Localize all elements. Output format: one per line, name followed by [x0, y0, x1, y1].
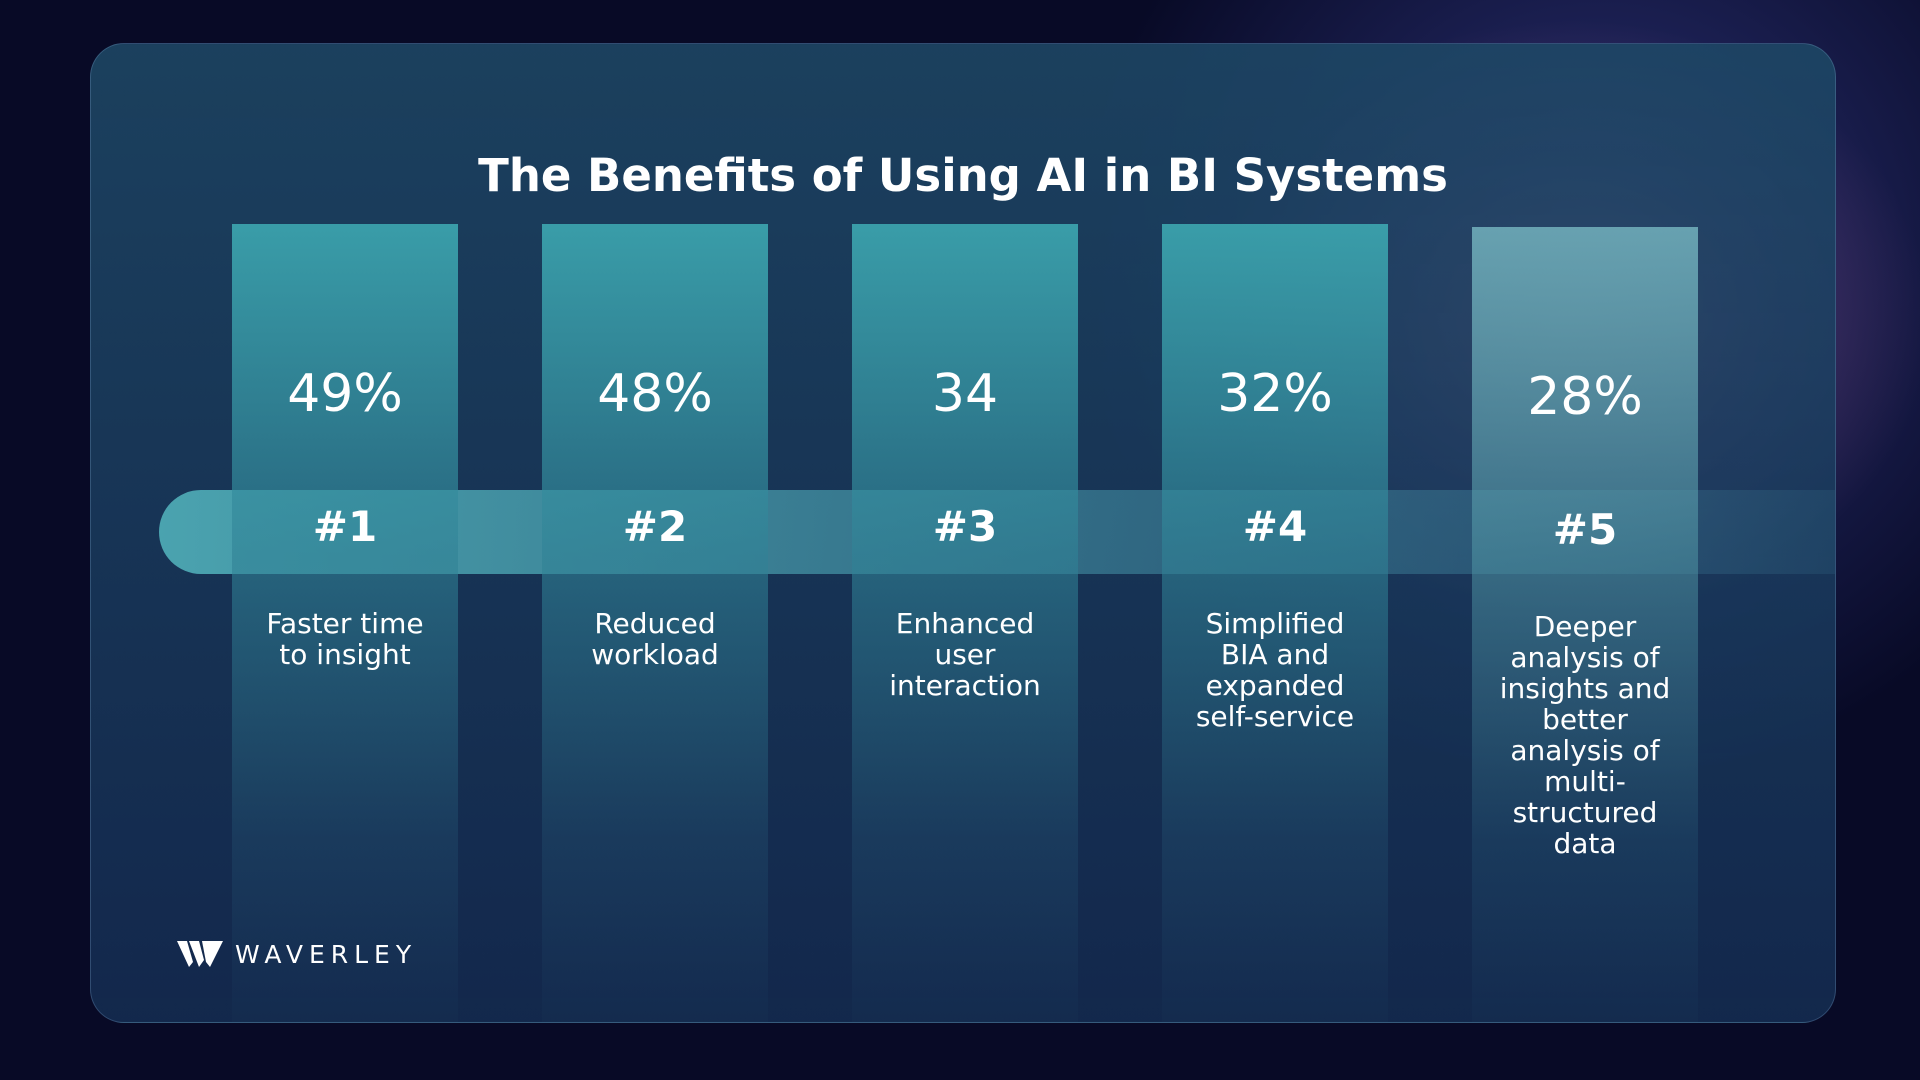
waverley-w-logo-icon	[177, 941, 223, 967]
benefit-column-3: 34 #3 Enhanced user interaction	[852, 224, 1078, 1022]
benefit-percent: 48%	[597, 364, 713, 424]
brand-logo: WAVERLEY	[177, 934, 417, 974]
benefit-label: Enhanced user interaction	[889, 607, 1041, 702]
benefit-percent: 28%	[1527, 367, 1643, 427]
benefit-rank: #1	[312, 502, 378, 551]
benefit-column-5: 28% #5 Deeper analysis of insights and b…	[1472, 227, 1698, 1022]
page-title: The Benefits of Using AI in BI Systems	[478, 149, 1448, 202]
benefit-percent: 32%	[1217, 364, 1333, 424]
benefit-rank: #4	[1242, 502, 1308, 551]
benefit-rank: #3	[932, 502, 998, 551]
benefit-label: Reduced workload	[591, 607, 719, 671]
benefit-label: Faster time to insight	[266, 607, 424, 671]
benefit-rank: #5	[1552, 505, 1618, 554]
benefit-column-1: 49% #1 Faster time to insight	[232, 224, 458, 1022]
infographic-card: 49% #1 Faster time to insight 48% #2 Red…	[90, 43, 1836, 1023]
benefit-rank: #2	[622, 502, 688, 551]
benefit-column-4: 32% #4 Simplified BIA and expanded self-…	[1162, 224, 1388, 1022]
benefit-column-2: 48% #2 Reduced workload	[542, 224, 768, 1022]
benefit-percent: 34	[931, 364, 999, 424]
benefit-percent: 49%	[287, 364, 403, 424]
benefit-label: Deeper analysis of insights and better a…	[1499, 610, 1671, 860]
benefit-label: Simplified BIA and expanded self-service	[1195, 607, 1355, 733]
brand-name: WAVERLEY	[235, 939, 418, 969]
